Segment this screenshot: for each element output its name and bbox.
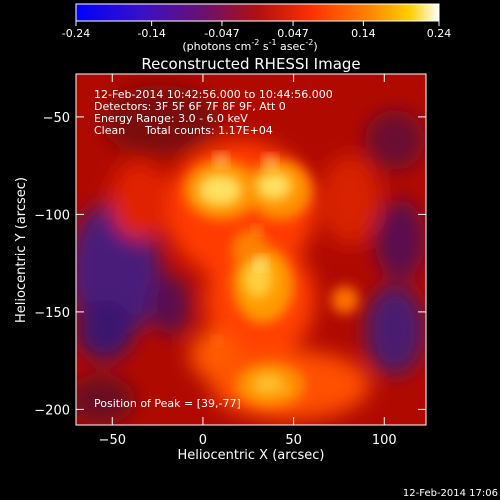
- time-range-text: 12-Feb-2014 10:42:56.000 to 10:44:56.000: [94, 88, 333, 101]
- colorbar-tick-label: -0.047: [204, 27, 239, 40]
- x-axis-ticks: −50 0 50 100: [99, 74, 397, 448]
- info-annotations: 12-Feb-2014 10:42:56.000 to 10:44:56.000…: [94, 88, 333, 410]
- source-point: [279, 384, 290, 395]
- y-axis-ticks: −50 −100 −150 −200: [34, 111, 426, 418]
- colorbar: -0.24 -0.14 -0.047 0.047 0.14 0.24 (photons c…: [62, 3, 451, 53]
- detectors-text: Detectors: 3F 5F 6F 7F 8F 9F, Att 0: [94, 100, 286, 113]
- source-point: [252, 225, 263, 235]
- source-point: [214, 152, 229, 167]
- y-axis-label: Heliocentric Y (arcsec): [14, 177, 29, 323]
- plot-title: Reconstructed RHESSI Image: [141, 55, 360, 73]
- source-point: [253, 256, 268, 271]
- y-tick-label: −150: [34, 306, 70, 321]
- energy-range-text: Energy Range: 3.0 - 6.0 keV: [94, 112, 248, 125]
- colorbar-gradient: [75, 3, 440, 22]
- colorbar-ticks: -0.24 -0.14 -0.047 0.047 0.14 0.24: [62, 21, 451, 40]
- clean-text: Clean: [94, 124, 125, 137]
- colorbar-tick-label: 0.047: [277, 27, 309, 40]
- colorbar-tick-label: 0.14: [351, 27, 376, 40]
- colorbar-tick-label: -0.14: [137, 27, 165, 40]
- x-tick-label: 50: [285, 433, 302, 448]
- source-point: [212, 336, 223, 347]
- x-axis-label: Heliocentric X (arcsec): [178, 448, 325, 463]
- colorbar-tick-label: 0.24: [427, 27, 452, 40]
- footer-timestamp: 12-Feb-2014 17:06: [403, 488, 498, 499]
- total-counts-text: Total counts: 1.17E+04: [144, 124, 273, 137]
- y-tick-label: −200: [34, 403, 70, 418]
- colorbar-units: (photons cm-2 s-1 asec-2): [182, 38, 317, 53]
- x-tick-label: −50: [99, 433, 126, 448]
- y-tick-label: −100: [34, 208, 70, 223]
- x-tick-label: 100: [372, 433, 397, 448]
- peak-position-text: Position of Peak = [39,-77]: [94, 397, 241, 410]
- heatmap-image: [76, 74, 426, 425]
- source-marks: [212, 152, 290, 395]
- y-tick-label: −50: [43, 111, 70, 126]
- source-point: [263, 154, 278, 169]
- colorbar-tick-label: -0.24: [62, 27, 90, 40]
- plot-frame: [75, 73, 427, 426]
- x-tick-label: 0: [199, 433, 207, 448]
